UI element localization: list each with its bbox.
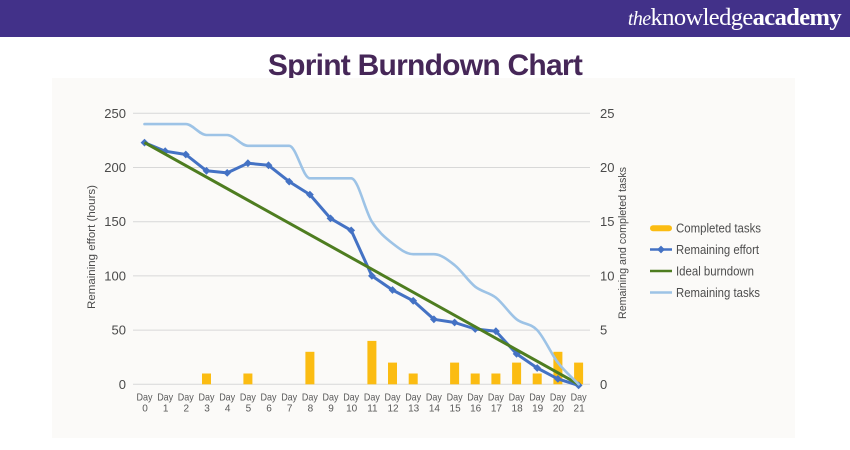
svg-text:Day: Day [178,391,195,403]
svg-text:0: 0 [142,403,148,414]
svg-text:11: 11 [367,403,378,414]
svg-text:Day: Day [385,391,402,403]
svg-text:10: 10 [346,403,358,414]
svg-text:100: 100 [104,268,126,283]
svg-text:Day: Day [405,391,422,403]
svg-text:25: 25 [600,106,614,121]
svg-text:Day: Day [261,391,278,403]
svg-text:16: 16 [470,403,482,414]
svg-text:Remaining and completed tasks: Remaining and completed tasks [617,167,629,319]
svg-text:Day: Day [467,391,484,403]
svg-text:0: 0 [600,377,607,392]
svg-text:7: 7 [287,403,293,414]
svg-text:Day: Day [571,391,588,403]
svg-text:6: 6 [266,403,272,414]
svg-text:Remaining tasks: Remaining tasks [676,285,760,300]
svg-text:8: 8 [308,403,314,414]
svg-text:15: 15 [450,403,462,414]
svg-text:1: 1 [163,403,169,414]
svg-text:Day: Day [447,391,464,403]
svg-text:Day: Day [240,391,257,403]
svg-text:150: 150 [104,214,126,229]
svg-text:17: 17 [491,403,503,414]
svg-text:Day: Day [323,391,340,403]
svg-text:19: 19 [532,403,544,414]
svg-text:Day: Day [302,391,319,403]
svg-text:Day: Day [426,391,443,403]
svg-text:Day: Day [199,391,216,403]
svg-text:13: 13 [408,403,420,414]
svg-text:Day: Day [157,391,174,403]
svg-text:21: 21 [574,403,586,414]
svg-text:5: 5 [600,323,607,338]
svg-text:200: 200 [104,160,126,175]
svg-text:Completed tasks: Completed tasks [676,221,761,236]
svg-text:15: 15 [600,214,614,229]
svg-text:Day: Day [529,391,546,403]
svg-text:Ideal burndown: Ideal burndown [676,264,754,279]
svg-text:14: 14 [429,403,441,414]
svg-text:Day: Day [488,391,505,403]
svg-text:Day: Day [509,391,526,403]
svg-text:Remaining effort: Remaining effort [676,242,759,257]
svg-text:9: 9 [328,403,334,414]
svg-text:Day: Day [343,391,360,403]
svg-text:Remaining effort (hours): Remaining effort (hours) [86,185,98,309]
svg-text:20: 20 [553,403,565,414]
svg-text:10: 10 [600,268,614,283]
svg-text:Day: Day [550,391,567,403]
svg-text:2: 2 [184,403,190,414]
svg-text:3: 3 [204,403,210,414]
svg-text:20: 20 [600,160,614,175]
svg-text:18: 18 [512,403,524,414]
svg-text:12: 12 [387,403,399,414]
svg-text:4: 4 [225,403,231,414]
svg-text:250: 250 [104,106,126,121]
svg-text:0: 0 [119,377,126,392]
svg-text:Day: Day [364,391,381,403]
svg-text:Day: Day [137,391,154,403]
svg-text:50: 50 [112,323,126,338]
svg-text:Day: Day [281,391,298,403]
svg-text:5: 5 [246,403,252,414]
svg-text:Day: Day [219,391,236,403]
